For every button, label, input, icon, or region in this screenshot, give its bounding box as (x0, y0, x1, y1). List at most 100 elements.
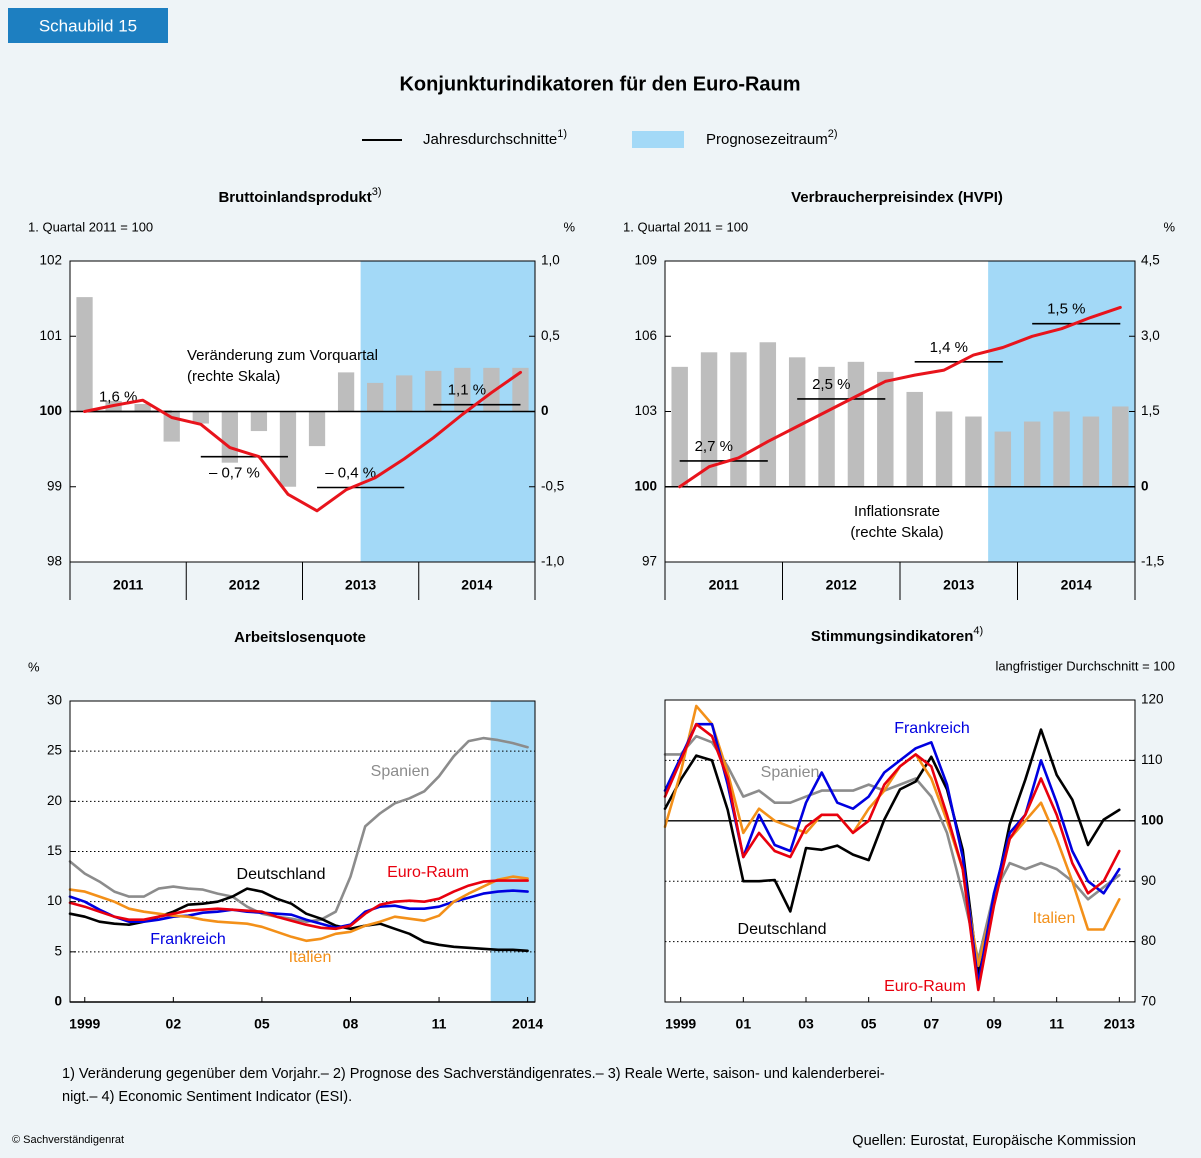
series-line (663, 722, 1121, 992)
chart-title: Stimmungsindikatoren4) (811, 625, 983, 645)
series-label: Italien (289, 949, 332, 966)
legend-label-text: Jahresdurchschnitte (423, 131, 557, 148)
annual-label: 2,7 % (695, 438, 733, 455)
x-tick-label: 01 (736, 1016, 752, 1032)
bar (308, 411, 326, 447)
series-line (68, 736, 529, 923)
axis-label: langfristiger Durchschnitt = 100 (995, 658, 1175, 673)
chart-title: Verbraucherpreisindex (HVPI) (791, 189, 1003, 206)
x-tick-label: 09 (986, 1016, 1002, 1032)
y-tick-label: 98 (47, 554, 62, 569)
x-tick-label: 2014 (1061, 577, 1092, 593)
y-tick-label: 90 (1141, 873, 1156, 888)
series-label: Deutschland (738, 921, 827, 938)
y2-tick-label: -1,0 (541, 554, 564, 569)
x-tick-label: 2011 (709, 577, 740, 593)
y-tick-label: 99 (47, 478, 62, 493)
y-tick-label: 15 (47, 843, 62, 858)
y-tick-label: 25 (47, 743, 62, 758)
series-label: Deutschland (237, 866, 326, 883)
bar (425, 370, 442, 412)
y2-tick-label: 3,0 (1141, 328, 1160, 343)
series-line (663, 734, 1121, 961)
y-tick-label: 5 (54, 943, 62, 958)
annual-label: 1,4 % (930, 339, 968, 356)
x-tick-label: 08 (343, 1016, 359, 1032)
y-tick-label: 20 (47, 793, 62, 808)
annotation: Veränderung zum Vorquartal (187, 347, 378, 364)
y-tick-label: 97 (642, 554, 657, 569)
bar (906, 391, 923, 487)
x-tick-label: 2013 (345, 577, 376, 593)
bar (700, 352, 718, 487)
y-tick-label: 110 (1141, 752, 1163, 767)
bar (1112, 406, 1129, 487)
series-label: Frankreich (150, 931, 226, 948)
y-tick-label: 103 (634, 403, 657, 418)
chart-title-text: Bruttoinlandsprodukt (218, 189, 371, 206)
series-line (68, 875, 529, 943)
chart-title-text: Verbraucherpreisindex (HVPI) (791, 189, 1003, 206)
plot-frame (664, 699, 1136, 1003)
footnote: 1) Veränderung gegenüber dem Vorjahr.– 2… (62, 1066, 885, 1082)
bar (221, 411, 238, 463)
series-label: Spanien (761, 764, 820, 781)
y-tick-label: 109 (634, 253, 657, 268)
bar (134, 403, 151, 412)
x-tick-label: 2013 (1104, 1016, 1135, 1032)
x-tick-label: 11 (432, 1016, 447, 1032)
legend-label-note: 2) (828, 128, 838, 140)
chart-title-text: Arbeitslosenquote (234, 629, 366, 646)
x-tick-label: 02 (166, 1016, 182, 1032)
bar (1053, 411, 1070, 487)
y2-tick-label: 4,5 (1141, 253, 1160, 268)
x-tick-label: 2011 (113, 577, 144, 593)
bar (671, 366, 688, 487)
source: Quellen: Eurostat, Europäische Kommissio… (852, 1133, 1136, 1149)
x-tick-label: 05 (861, 1016, 877, 1032)
bar (337, 372, 355, 412)
bar (818, 366, 835, 487)
axis-label: % (1163, 219, 1175, 234)
y-tick-label: 102 (39, 253, 62, 268)
bar (759, 342, 777, 487)
axis-label: % (28, 659, 40, 674)
bar (877, 371, 894, 487)
annual-label: 1,6 % (99, 388, 137, 405)
series-line (678, 305, 1122, 489)
annual-label: – 0,4 % (325, 464, 376, 481)
bar (396, 375, 413, 412)
y-tick-label: 0 (54, 994, 62, 1009)
axis-label: 1. Quartal 2011 = 100 (623, 219, 748, 234)
x-tick-label: 2013 (943, 577, 974, 593)
y-tick-label: 101 (39, 328, 62, 343)
x-tick-label: 2014 (512, 1016, 543, 1032)
main-title: Konjunkturindikatoren für den Euro-Raum (399, 73, 800, 95)
legend-label-note: 1) (557, 128, 567, 140)
y2-tick-label: -1,5 (1141, 554, 1164, 569)
y2-tick-label: 0 (1141, 478, 1149, 493)
series-label: Frankreich (894, 720, 970, 737)
series-label: Euro-Raum (884, 978, 966, 995)
y-tick-label: 100 (634, 478, 657, 493)
y-tick-label: 100 (1141, 812, 1164, 827)
y-tick-label: 10 (47, 893, 62, 908)
x-tick-label: 03 (798, 1016, 814, 1032)
bar (935, 411, 953, 487)
tag-box (8, 8, 168, 43)
footnote: nigt.– 4) Economic Sentiment Indicator (… (62, 1089, 352, 1105)
chart-title-note: 4) (973, 625, 983, 637)
series-line (68, 879, 529, 931)
bar (192, 411, 209, 424)
annual-label: – 0,7 % (209, 465, 260, 482)
series-label: Euro-Raum (387, 864, 469, 881)
y2-tick-label: -0,5 (541, 478, 564, 493)
x-tick-label: 1999 (665, 1016, 696, 1032)
legend-label: Prognosezeitraum2) (706, 128, 838, 148)
y-tick-label: 80 (1141, 933, 1156, 948)
legend-swatch (632, 131, 684, 148)
bar (279, 411, 297, 487)
chart-title-note: 3) (372, 186, 382, 198)
bar (994, 431, 1012, 487)
x-tick-label: 2014 (461, 577, 492, 593)
